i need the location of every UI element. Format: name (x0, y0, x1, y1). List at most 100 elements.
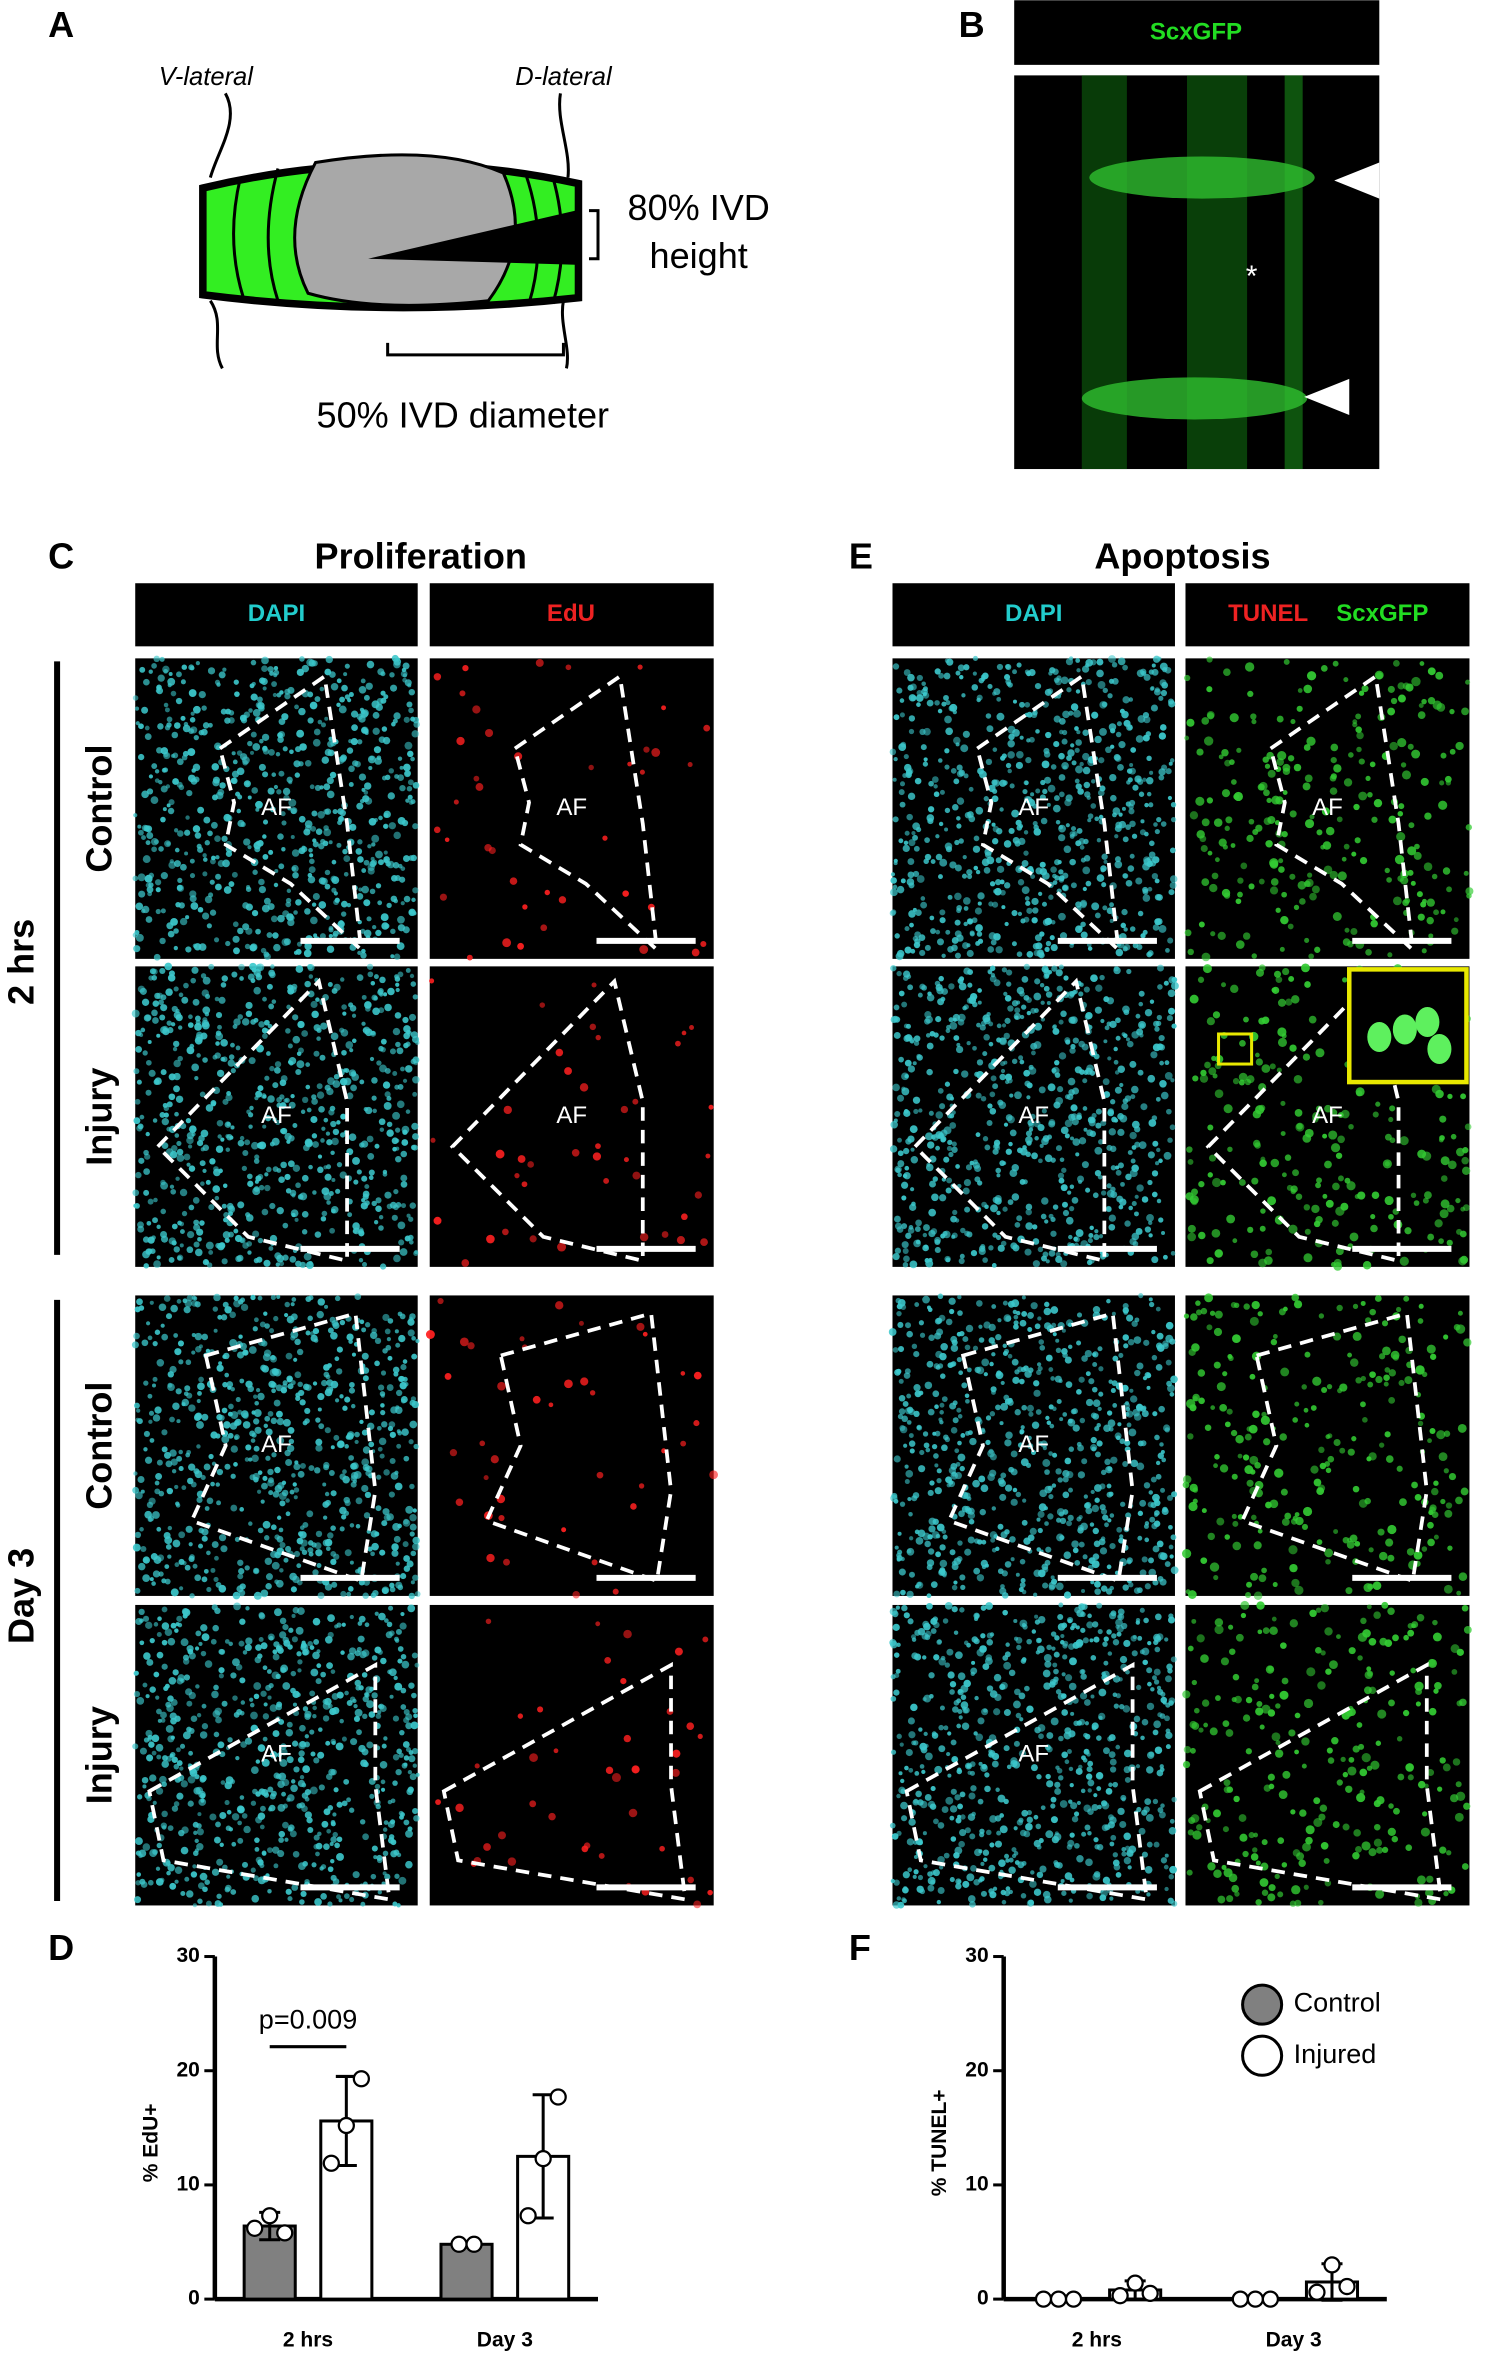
cell (253, 1258, 259, 1264)
cell (1304, 819, 1315, 829)
cell (170, 1188, 177, 1195)
cell (1308, 953, 1314, 960)
cell (941, 701, 947, 707)
cell (1019, 1378, 1025, 1385)
cell (188, 1542, 193, 1547)
cell (937, 1293, 944, 1299)
cell (152, 1570, 161, 1578)
cell (1420, 777, 1429, 786)
cell (960, 1433, 966, 1438)
cell (253, 1158, 260, 1164)
cell (179, 917, 188, 926)
cell (1265, 840, 1273, 848)
cell (1152, 1411, 1158, 1417)
cell (1082, 866, 1091, 875)
cell (1358, 758, 1365, 765)
cell (1017, 1147, 1023, 1154)
cell (233, 1462, 238, 1467)
cell (905, 1322, 912, 1329)
cell (1446, 886, 1452, 893)
cell (378, 1118, 386, 1126)
cell (330, 1380, 339, 1389)
cell (241, 756, 250, 765)
cell (1036, 949, 1045, 958)
cell (943, 1126, 952, 1135)
cell (1269, 886, 1279, 895)
cell (1167, 698, 1175, 705)
cell (1150, 686, 1155, 691)
cell (324, 1427, 331, 1434)
cell (1002, 1300, 1008, 1306)
cell (228, 1403, 234, 1410)
cell (1116, 1526, 1123, 1533)
cell (266, 932, 273, 938)
cell (1118, 741, 1126, 749)
cell (1037, 1510, 1045, 1518)
cell (133, 1117, 141, 1125)
cell (960, 1227, 966, 1234)
cell (223, 886, 232, 894)
cell (1438, 1238, 1444, 1244)
cell (394, 774, 399, 779)
cell (293, 1495, 298, 1500)
cell (192, 998, 200, 1006)
cell (376, 1474, 382, 1480)
cell (313, 1024, 321, 1032)
cell (1302, 782, 1311, 791)
cell (342, 1011, 347, 1016)
cell (1134, 1194, 1139, 1199)
cell (897, 1549, 903, 1555)
cell (222, 1183, 228, 1188)
cell (1044, 1559, 1051, 1566)
cell (997, 1099, 1004, 1106)
cell (348, 1387, 356, 1394)
cell (374, 1143, 380, 1149)
cell (383, 694, 389, 700)
cell (992, 1083, 999, 1090)
cell (382, 1348, 388, 1354)
cell (397, 1430, 403, 1436)
cell (1442, 867, 1451, 875)
cell (1397, 810, 1404, 817)
cell (253, 1445, 260, 1452)
cell (392, 718, 398, 724)
cell (231, 871, 238, 878)
cell (395, 1041, 401, 1048)
cell (1133, 1336, 1142, 1344)
cell (343, 672, 348, 677)
cell (390, 954, 395, 959)
cell (1291, 995, 1300, 1004)
cell (1044, 1322, 1052, 1330)
cell (317, 1154, 323, 1159)
cell (1167, 1494, 1173, 1501)
cell (1018, 823, 1024, 829)
cell (214, 1052, 221, 1059)
cell (260, 1589, 269, 1598)
cell (1304, 1228, 1311, 1235)
cell (1092, 1553, 1100, 1561)
cell (309, 784, 315, 790)
cell (1117, 763, 1124, 771)
cell (1315, 1182, 1322, 1189)
cell (1311, 885, 1320, 894)
cell (912, 1061, 917, 1066)
cell (1151, 663, 1156, 668)
cell (1068, 1487, 1073, 1493)
cell (1005, 1114, 1013, 1121)
cell (969, 930, 975, 936)
cell (1306, 671, 1317, 681)
cell (895, 1167, 901, 1173)
cell (343, 855, 351, 863)
cell (1171, 1491, 1178, 1498)
cell (319, 933, 326, 940)
cell (332, 1128, 340, 1136)
cell (222, 1231, 231, 1239)
cell (137, 824, 142, 829)
cell (295, 965, 304, 973)
cell (1167, 795, 1173, 801)
cell (1067, 1077, 1076, 1086)
cell (985, 1439, 991, 1446)
cell (1079, 761, 1084, 767)
cell (964, 1206, 971, 1213)
cell (217, 1134, 222, 1139)
